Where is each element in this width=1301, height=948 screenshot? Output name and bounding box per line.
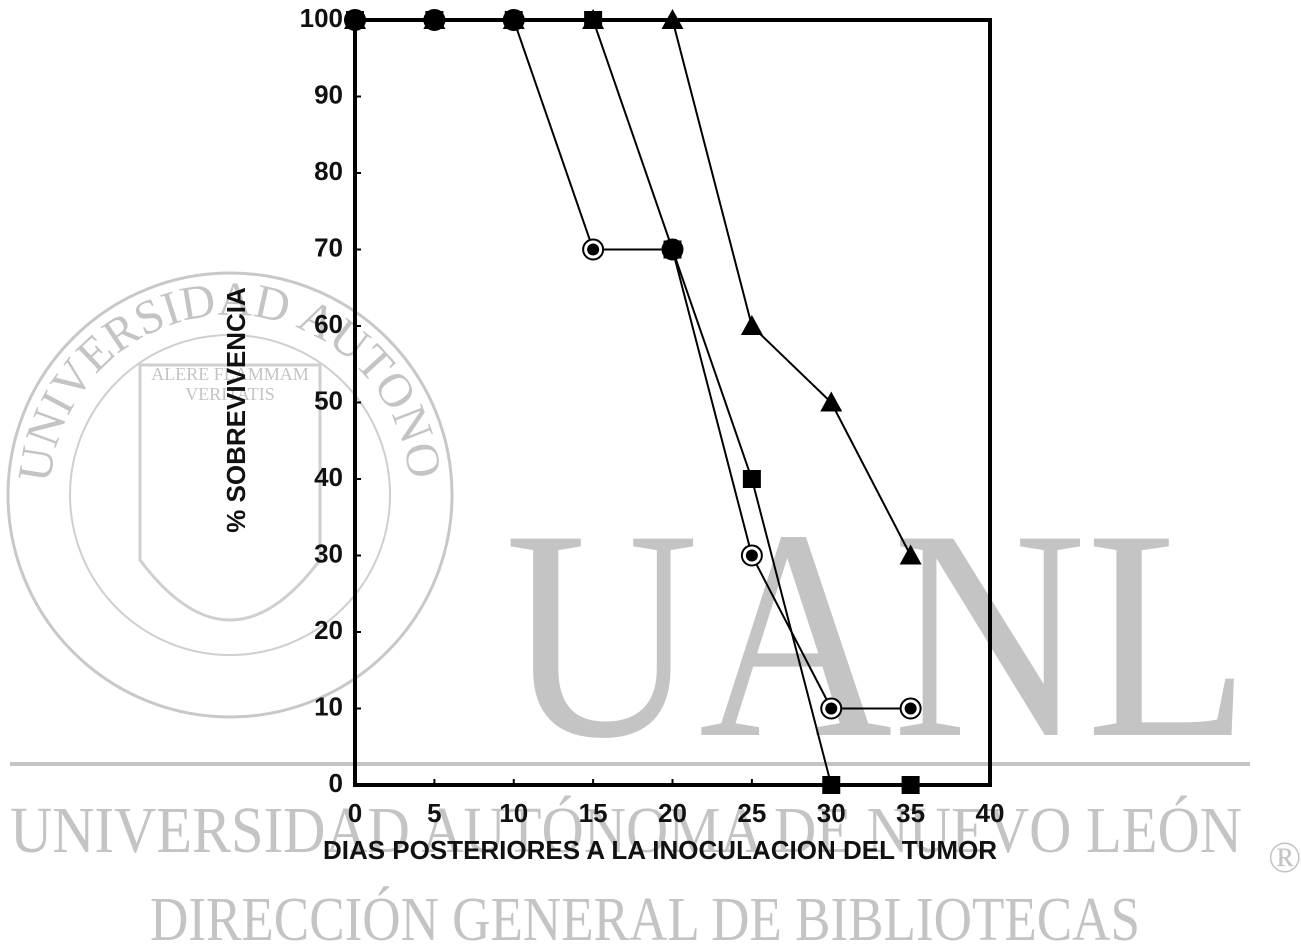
- x-tick-label: 15: [579, 798, 608, 828]
- marker: [663, 240, 682, 259]
- marker: [502, 9, 525, 29]
- marker: [820, 391, 843, 412]
- marker: [822, 776, 841, 794]
- seal-motto: ALERE FLAMMAM: [151, 364, 309, 384]
- y-tick-label: 40: [314, 462, 343, 492]
- y-tick-label: 90: [314, 79, 343, 109]
- seal-shield: [138, 363, 322, 622]
- y-tick-label: 80: [314, 156, 343, 186]
- marker: [423, 9, 446, 29]
- seal-inner: [69, 334, 391, 656]
- marker: [899, 544, 922, 565]
- marker: [825, 702, 838, 715]
- y-tick-label: 100: [300, 3, 343, 33]
- x-tick-label: 0: [348, 798, 362, 828]
- y-tick-label: 0: [329, 768, 343, 798]
- x-tick-label: 25: [737, 798, 766, 828]
- marker: [740, 315, 763, 335]
- x-tick-label: 35: [896, 798, 925, 828]
- x-tick-label: 40: [976, 798, 1005, 828]
- y-tick-label: 10: [314, 691, 343, 721]
- marker: [344, 9, 366, 29]
- series-line: [355, 19, 912, 556]
- x-tick-label: 5: [427, 798, 441, 828]
- marker: [901, 776, 920, 794]
- marker: [587, 243, 600, 256]
- y-tick-label: 20: [314, 615, 343, 645]
- marker: [745, 549, 758, 562]
- marker: [904, 702, 917, 715]
- marker: [742, 470, 761, 488]
- watermark-line: DIRECCIÓN GENERAL DE BIBLIOTECAS: [150, 886, 1140, 948]
- watermark-big: UANL: [505, 468, 1250, 800]
- y-axis-label: % SOBREVIVENCIA: [221, 287, 251, 533]
- marker: [582, 9, 605, 29]
- x-axis-label: DIAS POSTERIORES A LA INOCULACION DEL TU…: [323, 835, 997, 865]
- watermark-line: UNIVERSIDAD AUTÓNOMA DE NUEVO LEÓN: [10, 794, 1242, 867]
- y-tick-label: 50: [314, 385, 343, 415]
- x-tick-label: 10: [499, 798, 528, 828]
- marker: [661, 9, 684, 29]
- seal-motto: VERITATIS: [185, 384, 275, 404]
- y-tick-label: 60: [314, 309, 343, 339]
- y-tick-label: 30: [314, 538, 343, 568]
- watermark-mark: ®: [1268, 833, 1301, 882]
- y-tick-label: 70: [314, 232, 343, 262]
- x-tick-label: 20: [658, 798, 687, 828]
- seal-ring: [6, 271, 454, 719]
- x-tick-label: 30: [817, 798, 846, 828]
